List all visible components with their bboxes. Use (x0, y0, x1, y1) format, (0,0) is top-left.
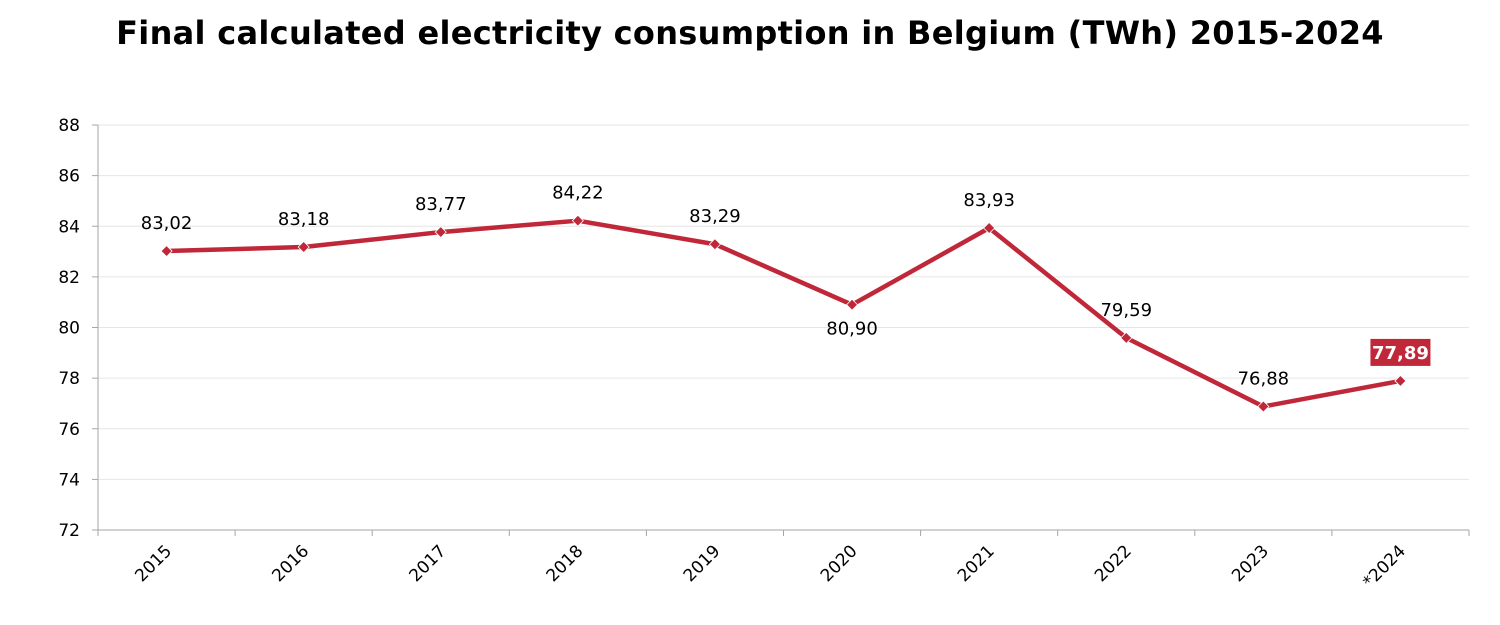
data-label: 80,90 (826, 319, 878, 340)
x-tick-label: 2019 (680, 541, 725, 586)
data-point-marker (1394, 374, 1407, 387)
data-point-marker (571, 214, 584, 227)
data-label: 76,88 (1238, 368, 1290, 389)
x-tick-label: 2016 (268, 541, 313, 586)
x-tick-label: 2022 (1091, 541, 1136, 586)
x-tick-label: *2024 (1359, 541, 1410, 592)
series-line (164, 218, 1403, 409)
data-point-marker (160, 244, 173, 258)
gridlines (98, 124, 1469, 480)
data-point-marker (845, 298, 859, 311)
data-label: 83,18 (278, 209, 330, 230)
y-tick-label: 82 (58, 268, 80, 288)
x-tick-label: 2020 (817, 541, 862, 586)
data-label: 83,93 (963, 190, 1015, 211)
y-tick-label: 74 (58, 470, 80, 490)
x-tick-label: 2015 (131, 541, 176, 586)
y-tick-label: 80 (58, 319, 80, 339)
y-tick-label: 72 (58, 521, 80, 541)
data-labels: 83,02 83,18 83,77 84,22 83,29 80,90 83,93 79,59… (141, 183, 1431, 389)
y-tick-label: 78 (58, 369, 80, 389)
x-tick-label: 2017 (406, 541, 451, 586)
data-label: 83,29 (689, 206, 741, 227)
data-point-marker (1120, 331, 1133, 344)
highlight-label-box (1370, 338, 1431, 366)
y-tick-label: 88 (58, 116, 80, 136)
data-label: 79,59 (1100, 300, 1152, 321)
data-point-marker (434, 226, 447, 239)
x-tick-label: 2023 (1228, 541, 1273, 586)
y-tick-label: 84 (58, 217, 80, 237)
series-layer (160, 214, 1407, 413)
x-tick-label: 2021 (954, 541, 999, 586)
data-label: 83,02 (141, 213, 193, 234)
data-point-marker (708, 238, 722, 251)
data-point-marker (1257, 400, 1270, 413)
data-label: 84,22 (552, 183, 604, 204)
data-point-marker (983, 221, 996, 235)
data-point-marker (297, 240, 310, 254)
axes: 72 74 76 78 80 82 84 86 88 2015 2016 2017 2018 2019 20… (58, 116, 1470, 592)
y-tick-label: 86 (58, 167, 80, 187)
y-tick-label: 76 (58, 420, 80, 440)
x-tick-label: 2018 (543, 541, 588, 586)
chart-title: Final calculated electricity consumption… (116, 14, 1384, 52)
data-label-highlighted: 77,89 (1372, 343, 1429, 364)
data-label: 83,77 (415, 194, 467, 215)
